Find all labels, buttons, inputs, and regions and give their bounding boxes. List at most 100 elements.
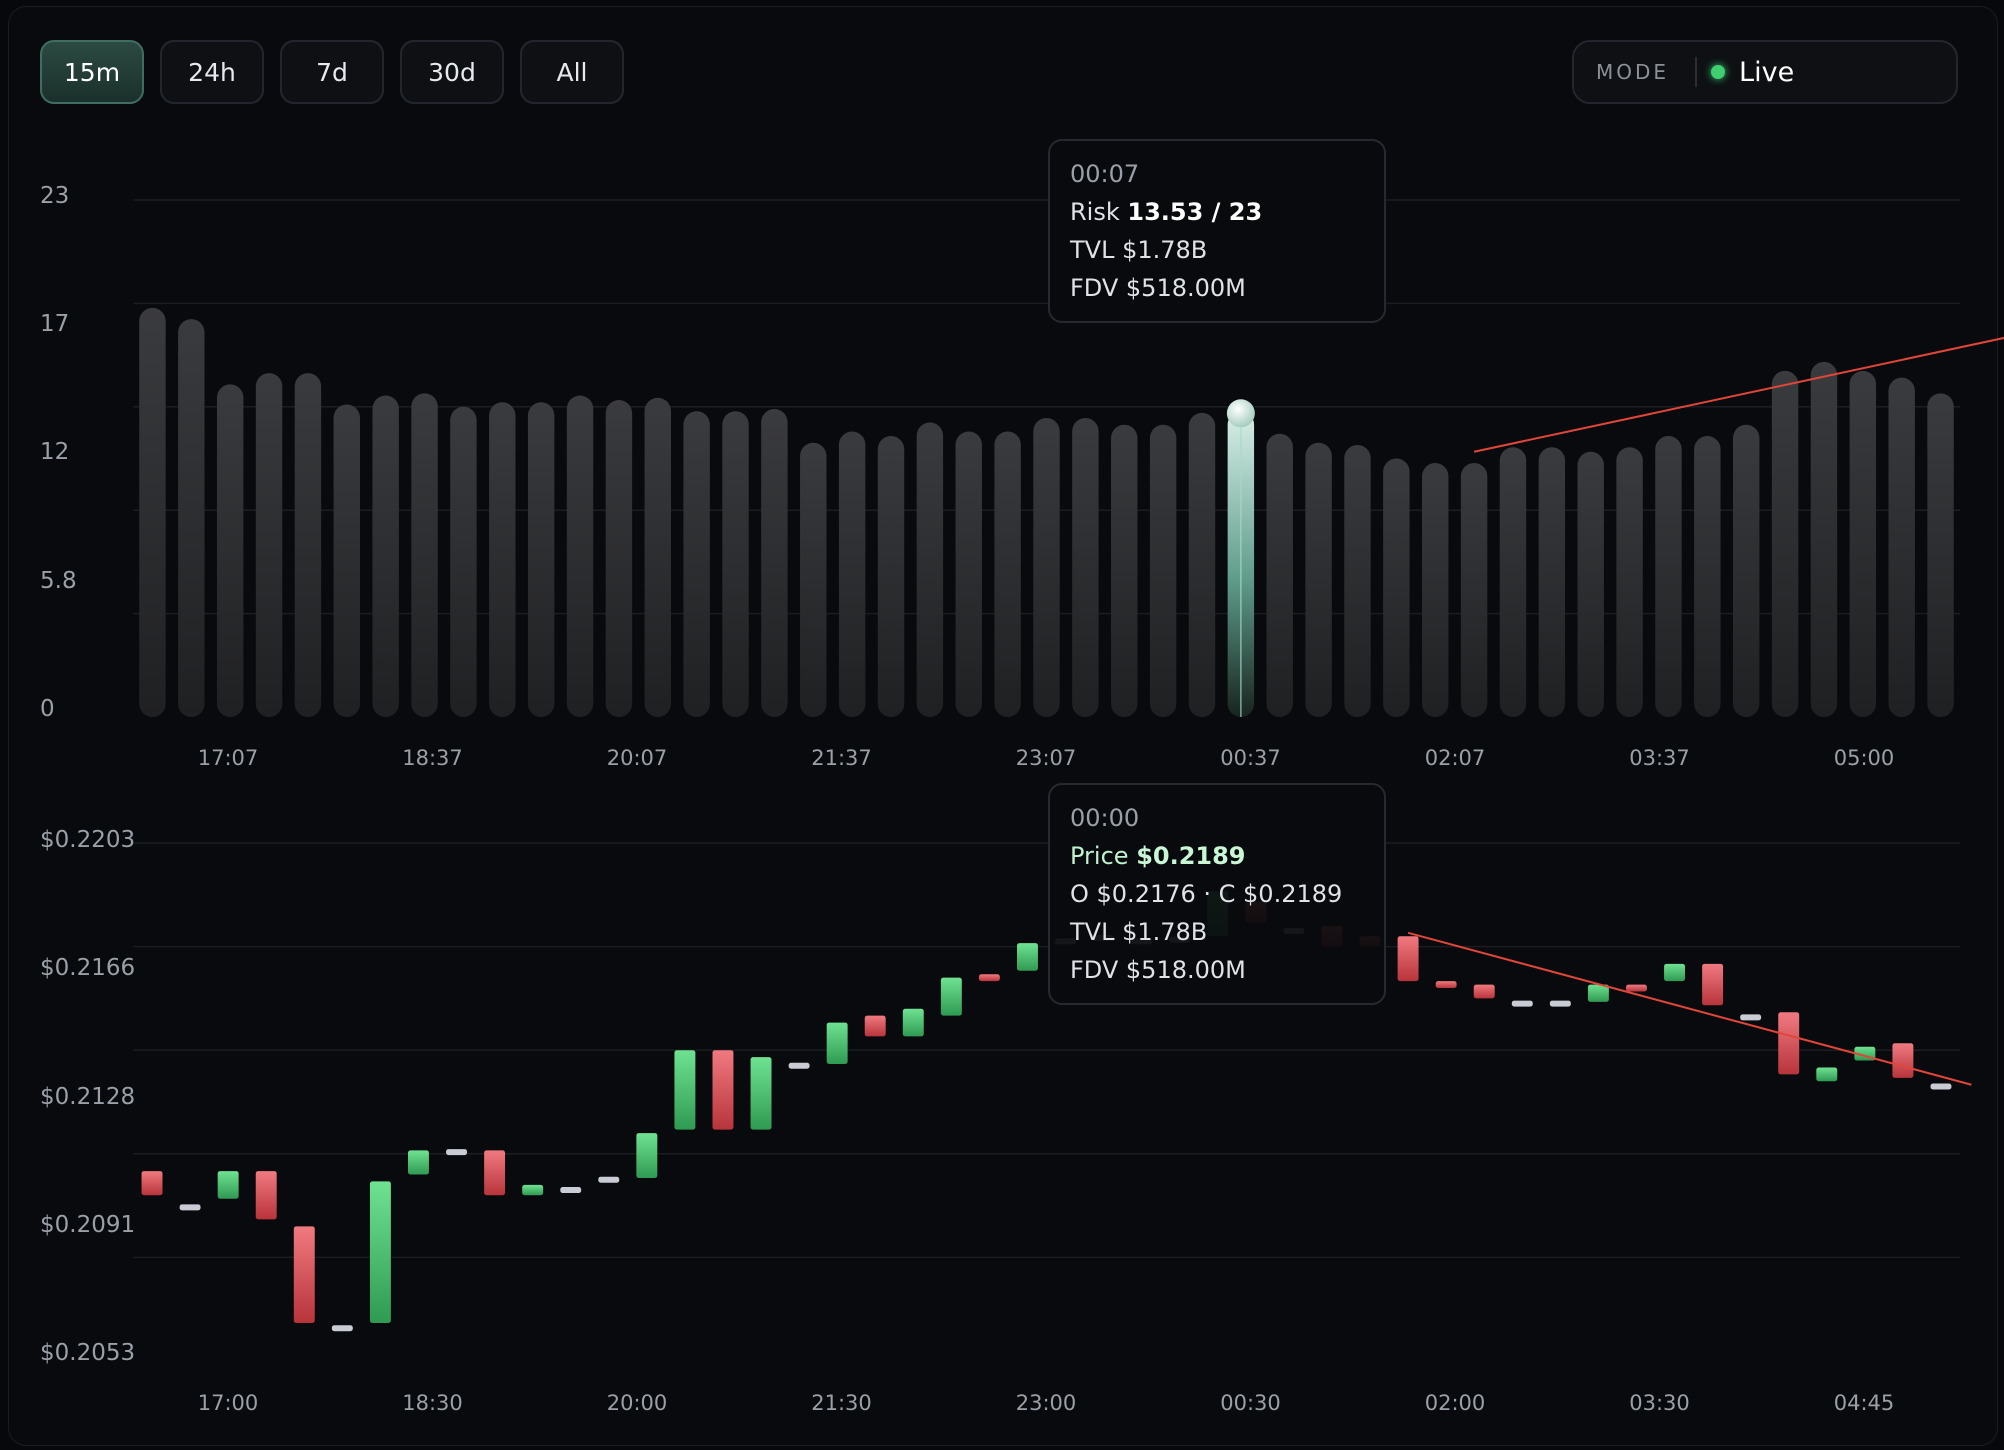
price-x-tick-label: 23:00 bbox=[1016, 1391, 1077, 1415]
price-x-tick-label: 00:30 bbox=[1220, 1391, 1281, 1415]
price-tooltip-price-label: Price bbox=[1070, 842, 1129, 870]
risk-bar bbox=[1266, 433, 1293, 717]
risk-bar bbox=[1188, 412, 1216, 717]
price-candle-down bbox=[1473, 984, 1495, 999]
price-candle-flat bbox=[179, 1204, 201, 1211]
risk-bar bbox=[255, 373, 283, 717]
risk-y-tick-label: 17 bbox=[40, 311, 69, 337]
price-trendline bbox=[1407, 931, 1972, 1086]
risk-bar bbox=[916, 422, 944, 717]
price-candle-down bbox=[293, 1226, 315, 1324]
chart-card bbox=[8, 6, 1998, 1446]
risk-bar bbox=[489, 402, 516, 717]
price-candle-flat bbox=[1740, 1014, 1762, 1021]
risk-x-axis: 17:07 18:37 20:07 21:37 23:07 00:37 02:07 03:37… bbox=[198, 746, 1895, 770]
price-x-tick-label: 20:00 bbox=[607, 1391, 668, 1415]
mode-label: MODE bbox=[1596, 60, 1670, 84]
risk-bar bbox=[566, 395, 594, 717]
risk-bar bbox=[1732, 424, 1760, 717]
price-x-axis: 17:00 18:30 20:00 21:30 23:00 00:30 02:00 03:30… bbox=[198, 1391, 1895, 1415]
risk-bar bbox=[761, 409, 788, 717]
risk-bar bbox=[1033, 418, 1060, 717]
risk-bar bbox=[1927, 393, 1954, 717]
price-candle-down bbox=[255, 1171, 277, 1220]
risk-x-tick-label: 23:07 bbox=[1016, 746, 1077, 770]
mode-value: Live bbox=[1739, 56, 1795, 88]
price-candle-down bbox=[1435, 981, 1457, 989]
risk-bar bbox=[216, 384, 244, 717]
price-tooltip-open-close: O $0.2176 · C $0.2189 bbox=[1070, 880, 1343, 908]
price-candle-up bbox=[940, 977, 962, 1016]
price-candle-down bbox=[484, 1150, 506, 1196]
risk-bar bbox=[1888, 377, 1915, 717]
range-button-all[interactable]: All bbox=[520, 40, 624, 104]
risk-trendline bbox=[1473, 336, 2004, 453]
price-overlay bbox=[1407, 931, 1972, 1086]
price-candle-down bbox=[1892, 1043, 1914, 1078]
price-x-tick-label: 02:00 bbox=[1425, 1391, 1486, 1415]
risk-bar bbox=[1694, 436, 1721, 717]
risk-bars bbox=[139, 307, 1954, 717]
price-x-tick-label: 03:30 bbox=[1629, 1391, 1690, 1415]
price-y-tick-label: $0.2166 bbox=[40, 955, 135, 981]
risk-bar bbox=[1111, 424, 1138, 717]
risk-tooltip-risk-row: Risk 13.53 / 23 bbox=[1070, 193, 1364, 231]
price-candle-up bbox=[408, 1150, 429, 1175]
risk-bar bbox=[1771, 370, 1799, 717]
price-candle-up bbox=[1017, 943, 1038, 971]
price-candle-up bbox=[750, 1057, 772, 1130]
price-candle-up bbox=[1587, 984, 1609, 1002]
risk-x-tick-label: 18:37 bbox=[402, 746, 463, 770]
risk-highlight-knob bbox=[1226, 399, 1255, 428]
price-candles bbox=[141, 891, 1952, 1332]
range-button-7d[interactable]: 7d bbox=[280, 40, 384, 104]
range-button-24h[interactable]: 24h bbox=[160, 40, 264, 104]
range-button-15m[interactable]: 15m bbox=[40, 40, 144, 104]
price-candle-up bbox=[636, 1133, 658, 1178]
risk-bar bbox=[683, 411, 710, 717]
risk-x-tick-label: 03:37 bbox=[1629, 746, 1690, 770]
price-candle-flat bbox=[1549, 1000, 1571, 1007]
price-candle-flat bbox=[331, 1325, 353, 1332]
risk-bar bbox=[1072, 418, 1099, 717]
risk-bar bbox=[722, 411, 749, 717]
price-candle-down bbox=[712, 1050, 734, 1130]
risk-bar bbox=[994, 431, 1021, 717]
risk-tooltip-fdv: FDV $518.00M bbox=[1070, 274, 1246, 302]
price-y-tick-label: $0.2203 bbox=[40, 827, 135, 853]
price-tooltip-fdv: FDV $518.00M bbox=[1070, 956, 1246, 984]
risk-bar bbox=[955, 431, 982, 717]
risk-bar bbox=[1616, 447, 1643, 717]
price-candle-flat bbox=[560, 1187, 582, 1194]
time-range-selector: 15m 24h 7d 30d All bbox=[40, 40, 624, 104]
risk-bar bbox=[877, 436, 905, 717]
risk-bar bbox=[1849, 370, 1877, 717]
risk-bar bbox=[1810, 361, 1838, 717]
price-candle-flat bbox=[598, 1176, 620, 1183]
price-x-tick-label: 17:00 bbox=[198, 1391, 259, 1415]
price-candle-up bbox=[1664, 963, 1685, 982]
risk-bar bbox=[178, 319, 205, 717]
risk-bar bbox=[372, 395, 399, 717]
range-button-30d[interactable]: 30d bbox=[400, 40, 504, 104]
risk-bar bbox=[294, 373, 322, 717]
risk-bar bbox=[838, 431, 866, 717]
price-candle-up bbox=[522, 1184, 544, 1196]
price-candle-down bbox=[864, 1015, 886, 1037]
risk-bar bbox=[1149, 424, 1177, 717]
risk-bar bbox=[1655, 436, 1682, 717]
risk-bar bbox=[333, 404, 361, 717]
price-x-tick-label: 21:30 bbox=[811, 1391, 872, 1415]
price-y-tick-label: $0.2128 bbox=[40, 1084, 135, 1110]
price-candle-flat bbox=[788, 1062, 810, 1069]
risk-tooltip-tvl: TVL $1.78B bbox=[1070, 236, 1208, 264]
price-y-axis: $0.2203 $0.2166 $0.2128 $0.2091 $0.2053 bbox=[40, 827, 135, 1366]
mode-selector[interactable]: MODE Live bbox=[1572, 40, 1958, 104]
risk-y-tick-label: 5.8 bbox=[40, 568, 77, 594]
risk-bar bbox=[1460, 462, 1488, 717]
price-tooltip: 00:00 Price $0.2189 O $0.2176 · C $0.218… bbox=[1048, 783, 1386, 1005]
price-candle-down bbox=[1702, 963, 1724, 1006]
risk-x-tick-label: 20:07 bbox=[607, 746, 668, 770]
price-candle-up bbox=[826, 1022, 848, 1065]
risk-bar bbox=[139, 307, 166, 717]
